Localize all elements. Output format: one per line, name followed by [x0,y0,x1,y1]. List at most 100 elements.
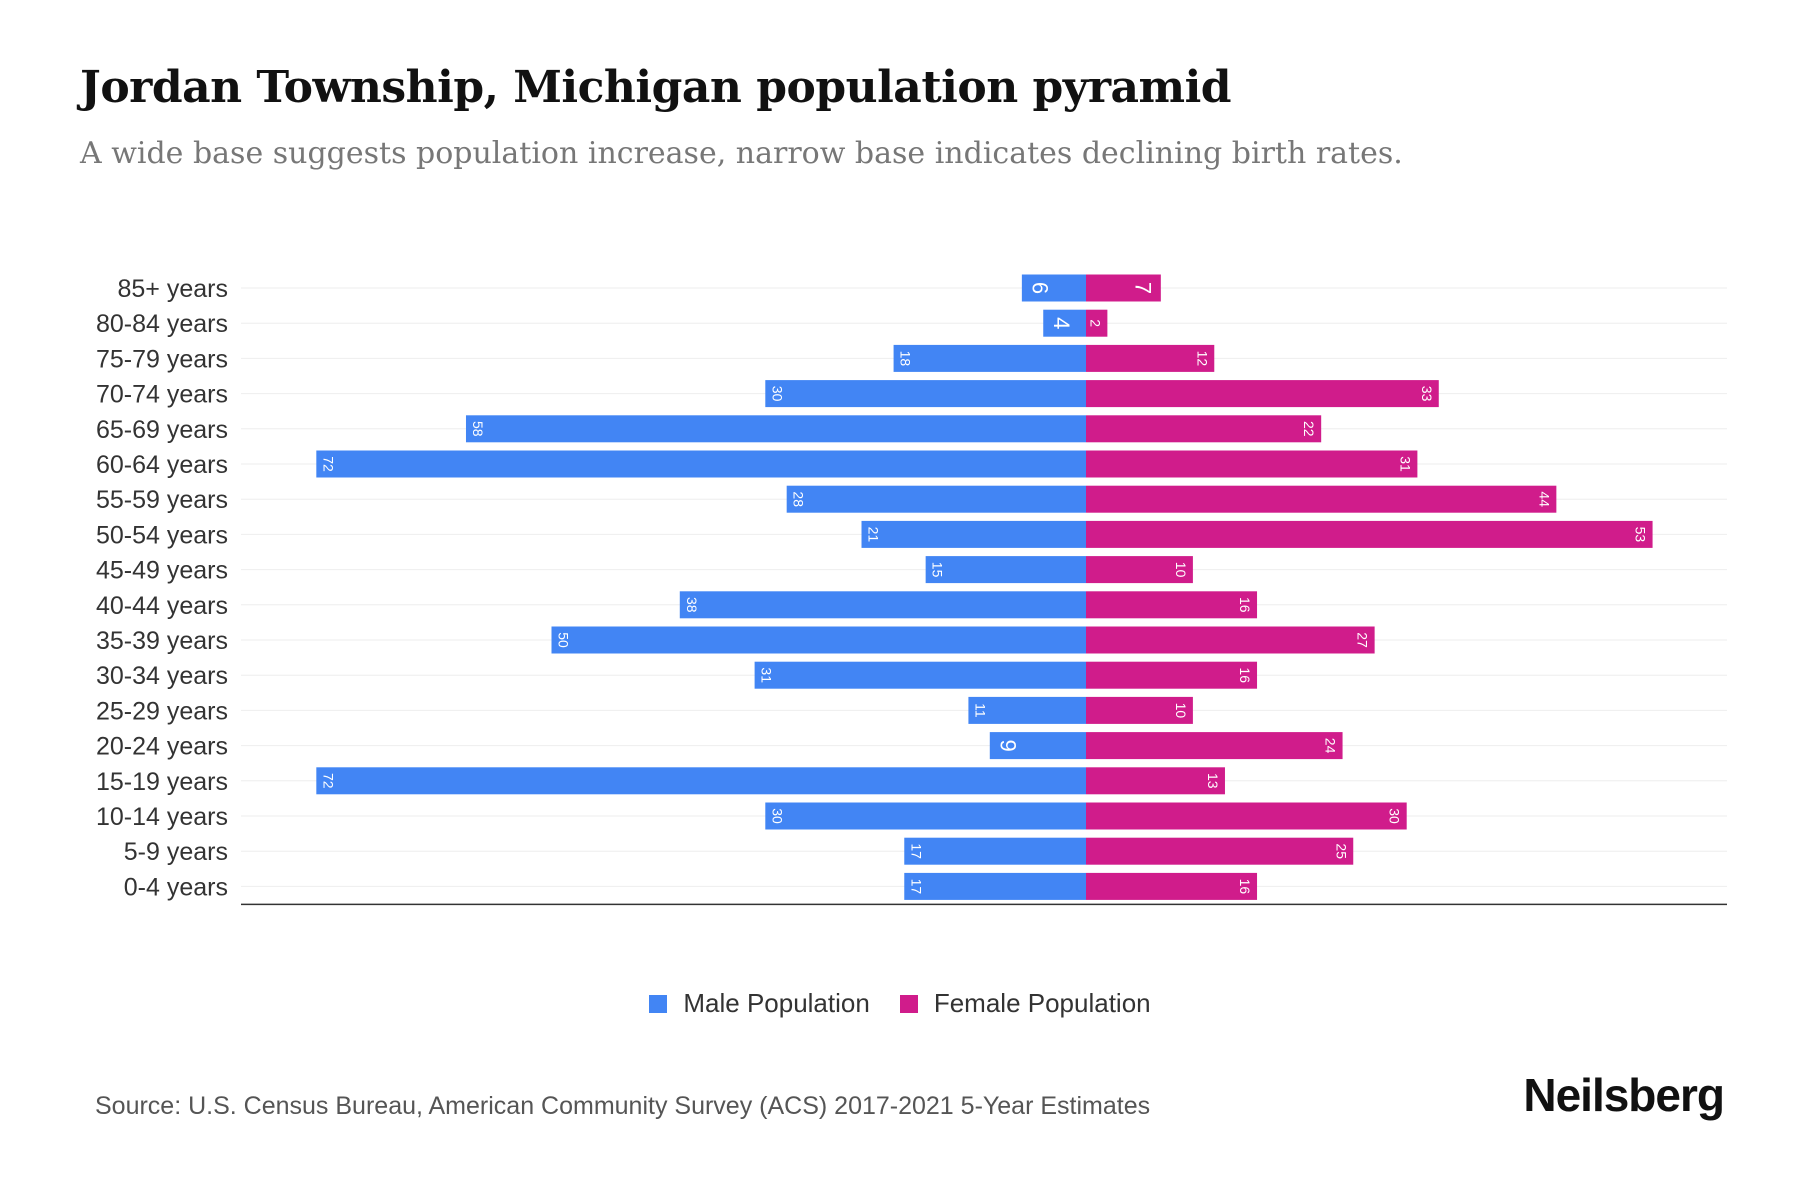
male-data-label: 15 [930,562,946,578]
female-bar [1086,696,1193,724]
chart-subtitle: A wide base suggests population increase… [80,136,1403,171]
female-data-label: 30 [1387,808,1403,824]
legend-swatch-female [899,994,918,1013]
male-bar [893,344,1086,372]
male-bar [1043,309,1086,337]
y-tick-label: 5-9 years [124,838,228,866]
male-data-label: 38 [684,597,700,613]
male-bar [754,661,1086,689]
y-tick-label: 10-14 years [96,803,228,831]
y-tick-label: 0-4 years [124,873,228,901]
male-bar [551,626,1086,654]
female-data-label: 25 [1333,843,1349,859]
female-data-label: 53 [1633,527,1649,543]
female-bar [1086,450,1418,478]
female-data-label: 10 [1173,562,1189,578]
female-bar [1086,626,1375,654]
male-bar [765,802,1086,830]
y-tick-label: 30-34 years [96,662,228,690]
y-tick-label: 20-24 years [96,733,228,761]
female-data-label: 44 [1536,491,1552,507]
male-bar [765,380,1086,408]
male-data-label: 9 [995,739,1020,751]
male-data-label: 18 [898,351,914,367]
female-data-label: 16 [1237,667,1253,683]
y-tick-label: 25-29 years [96,697,228,725]
male-data-label: 30 [769,386,785,402]
male-data-label: 31 [759,667,775,683]
male-bar [925,556,1086,584]
male-data-label: 4 [1049,317,1074,329]
male-bar [679,591,1086,619]
female-bar [1086,520,1653,548]
legend-item-female[interactable]: Female Population [899,988,1151,1019]
source-note: Source: U.S. Census Bureau, American Com… [95,1092,1151,1120]
y-tick-label: 40-44 years [96,592,228,620]
female-bar [1086,872,1258,900]
male-bar [989,732,1086,760]
y-tick-label: 55-59 years [96,486,228,514]
y-tick-label: 45-49 years [96,557,228,585]
female-bar [1086,485,1557,513]
y-tick-label: 70-74 years [96,381,228,409]
chart-title: Jordan Township, Michigan population pyr… [80,62,1232,113]
female-data-label: 2 [1087,319,1103,327]
male-bar [465,415,1087,443]
legend-swatch-male [649,994,668,1013]
female-bar [1086,661,1258,689]
female-bar [1086,732,1343,760]
male-bar [316,450,1086,478]
y-tick-label: 75-79 years [96,345,228,373]
female-bar [1086,591,1258,619]
female-bar [1086,837,1354,865]
male-data-label: 21 [866,527,882,543]
male-bar [904,837,1086,865]
female-data-label: 13 [1205,773,1221,789]
legend: Male Population Female Population [0,988,1800,1019]
female-data-label: 31 [1397,456,1413,472]
female-data-label: 12 [1194,351,1210,367]
female-bar [1086,802,1407,830]
y-tick-label: 80-84 years [96,310,228,338]
female-data-label: 27 [1355,632,1371,648]
female-data-label: 33 [1419,386,1435,402]
female-bar [1086,344,1215,372]
legend-label-male: Male Population [683,988,870,1018]
male-data-label: 28 [791,491,807,507]
female-bar [1086,556,1193,584]
female-bar [1086,380,1439,408]
male-data-label: 30 [769,808,785,824]
y-tick-label: 65-69 years [96,416,228,444]
neilsberg-logo: Neilsberg [1523,1069,1725,1121]
female-data-label: 7 [1130,282,1155,294]
male-data-label: 50 [556,632,572,648]
female-bar [1086,767,1225,795]
male-data-label: 72 [320,773,336,789]
male-bar [786,485,1086,513]
male-data-label: 6 [1027,282,1052,294]
female-data-label: 24 [1323,738,1339,754]
male-bar [861,520,1086,548]
male-data-label: 17 [908,879,924,895]
male-data-label: 17 [908,843,924,859]
male-data-label: 72 [320,456,336,472]
y-tick-label: 60-64 years [96,451,228,479]
y-tick-label: 50-54 years [96,521,228,549]
male-bar [904,872,1086,900]
male-data-label: 58 [470,421,486,437]
male-data-label: 11 [972,703,988,718]
female-bar [1086,309,1108,337]
legend-item-male[interactable]: Male Population [649,988,870,1019]
female-data-label: 16 [1237,879,1253,895]
female-bar [1086,274,1161,302]
male-bar [968,696,1086,724]
y-tick-label: 15-19 years [96,768,228,796]
male-bar [316,767,1086,795]
legend-label-female: Female Population [933,988,1151,1018]
population-pyramid-chart: 85+ years 6 7 80-84 years 4 2 75-79 years 18 12 7… [96,274,1727,906]
y-tick-label: 35-39 years [96,627,228,655]
y-tick-label: 85+ years [118,275,229,303]
female-data-label: 22 [1301,421,1317,437]
female-bar [1086,415,1322,443]
female-data-label: 16 [1237,597,1253,613]
